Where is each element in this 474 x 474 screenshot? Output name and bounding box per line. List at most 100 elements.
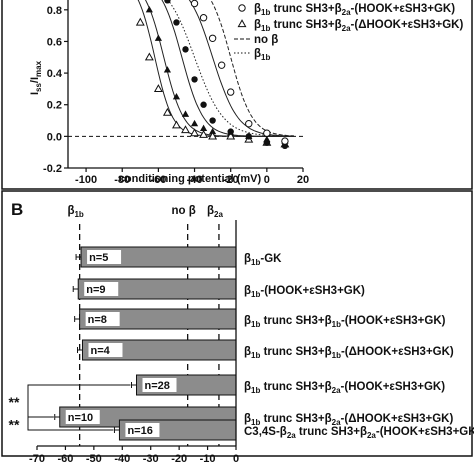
row-label-text: -(HOOK+εSH3+GK) bbox=[341, 315, 446, 327]
data-point bbox=[281, 137, 289, 145]
legend-entry: β1b trunc SH3+β2a-(ΔHOOK+εSH3+GK) bbox=[254, 19, 463, 33]
n-label: n=10 bbox=[68, 412, 93, 424]
n-label-box bbox=[85, 312, 120, 326]
y-tick-label: 0.0 bbox=[47, 131, 62, 143]
n-label-box bbox=[125, 423, 160, 437]
row-label: β1b trunc SH3+β2a-(HOOK+εSH3+GK) bbox=[244, 381, 445, 395]
x-tick-label: -30 bbox=[143, 453, 159, 465]
row-label-subscript: 2a bbox=[367, 431, 376, 440]
row-label: β1b trunc SH3+β2a-(ΔHOOK+εSH3+GK) bbox=[244, 413, 453, 427]
legend-subscript: 1b bbox=[261, 8, 270, 17]
data-point bbox=[135, 17, 145, 26]
y-tick-label: 0.2 bbox=[47, 100, 62, 112]
n-label: n=5 bbox=[89, 252, 108, 264]
data-point bbox=[190, 119, 199, 127]
reference-line-label: β1b bbox=[67, 205, 83, 219]
legend-subscript: 1b bbox=[261, 53, 270, 62]
row-label-subscript: 1b bbox=[332, 320, 341, 329]
legend-subscript: 2a bbox=[342, 24, 351, 33]
data-point bbox=[245, 133, 252, 140]
row-label-text: β bbox=[244, 315, 251, 327]
legend-text-part: -(HOOK+εSH3+GK) bbox=[351, 3, 456, 15]
row-label-text: -(HOOK+εSH3+GK) bbox=[341, 381, 446, 393]
x-tick-label: 0 bbox=[233, 453, 239, 465]
data-point bbox=[199, 129, 209, 138]
reference-label-text: no β bbox=[172, 205, 196, 217]
row-label-subscript: 1b bbox=[251, 351, 260, 360]
data-point bbox=[208, 34, 217, 42]
legend-entry: no β bbox=[254, 34, 278, 46]
data-point bbox=[190, 0, 199, 8]
row-label-subscript: 1b bbox=[251, 386, 260, 395]
data-point bbox=[163, 66, 172, 73]
x-tick-label: -40 bbox=[187, 174, 203, 186]
n-label-box bbox=[87, 250, 122, 264]
x-tick-label: -20 bbox=[171, 453, 187, 465]
data-point bbox=[199, 14, 208, 22]
row-label-text: trunc SH3+β bbox=[260, 315, 331, 327]
data-point bbox=[162, 107, 172, 116]
legend-marker bbox=[238, 4, 246, 12]
row-label-subscript: 1b bbox=[251, 258, 260, 267]
data-point bbox=[263, 129, 271, 137]
row-label-subscript: 1b bbox=[251, 418, 260, 427]
legend-text-part: β bbox=[254, 3, 261, 15]
legend-subscript: 2a bbox=[342, 8, 351, 17]
data-point bbox=[181, 110, 190, 117]
x-tick-label: -60 bbox=[57, 453, 73, 465]
legend-text-part: β bbox=[254, 19, 261, 31]
data-point bbox=[208, 131, 218, 140]
row-label-text: β bbox=[244, 413, 251, 425]
row-label-subscript: 1b bbox=[251, 320, 260, 329]
data-point bbox=[182, 46, 189, 53]
panel-b-frame bbox=[1, 190, 473, 457]
row-label-text: trunc SH3+β bbox=[260, 346, 331, 358]
x-tick-label: -10 bbox=[200, 453, 216, 465]
row-label-text: -GK bbox=[260, 253, 282, 265]
legend-text-part: -(ΔHOOK+εSH3+GK) bbox=[351, 19, 464, 31]
data-point bbox=[245, 120, 253, 128]
x-tick-label: -100 bbox=[75, 174, 97, 186]
reference-label-subscript: 2a bbox=[214, 210, 223, 219]
n-label: n=8 bbox=[88, 314, 107, 326]
x-tick-label: -80 bbox=[114, 174, 130, 186]
data-point bbox=[173, 19, 180, 26]
y-axis-label: Iss/Imax bbox=[29, 60, 43, 95]
row-label: C3,4S-β2a trunc SH3+β2a-(HOOK+εSH3+GK) bbox=[244, 426, 474, 440]
row-label-subscript: 2a bbox=[332, 386, 341, 395]
n-label-box bbox=[142, 378, 177, 392]
row-label-text: β bbox=[244, 285, 251, 297]
row-label: β1b-(HOOK+εSH3+GK) bbox=[244, 285, 365, 299]
legend-subscript: 1b bbox=[261, 24, 270, 33]
n-label-box bbox=[88, 343, 123, 357]
n-label-box bbox=[65, 410, 100, 424]
row-label-subscript: 2a bbox=[332, 418, 341, 427]
n-label: n=9 bbox=[86, 284, 105, 296]
significance-marker: ** bbox=[9, 417, 20, 433]
n-label: n=28 bbox=[145, 380, 170, 392]
panel-b-chart: B β1b no β β2a n=5n=9n=8n=4n=28n=10n=16 -7… bbox=[9, 200, 474, 465]
row-label: β1b-GK bbox=[244, 253, 282, 267]
data-point bbox=[227, 128, 234, 135]
legend-text-part: β bbox=[254, 48, 261, 60]
reference-label-text: β bbox=[207, 205, 214, 217]
x-tick-label: -40 bbox=[114, 453, 130, 465]
row-label-text: -(ΔHOOK+εSH3+GK) bbox=[341, 413, 454, 425]
row-label-subscript: 1b bbox=[251, 290, 260, 299]
data-point bbox=[154, 34, 162, 41]
legend: β1b trunc SH3+β2a-(HOOK+εSH3+GK)β1b trun… bbox=[234, 3, 463, 62]
panel-a-frame bbox=[1, 0, 473, 190]
n-label: n=4 bbox=[90, 345, 110, 357]
data-point bbox=[153, 84, 163, 93]
row-label: β1b trunc SH3+β1b-(HOOK+εSH3+GK) bbox=[244, 315, 446, 329]
legend-text-part: trunc SH3+β bbox=[270, 19, 341, 31]
x-tick-label: 0 bbox=[264, 174, 270, 186]
x-tick-label: -50 bbox=[86, 453, 102, 465]
reference-label-subscript: 1b bbox=[74, 210, 83, 219]
row-label-text: trunc SH3+β bbox=[296, 426, 367, 438]
x-tick-label: -70 bbox=[29, 453, 45, 465]
legend-text-part: trunc SH3+β bbox=[270, 3, 341, 15]
data-point bbox=[226, 131, 236, 140]
data-point bbox=[217, 61, 226, 69]
